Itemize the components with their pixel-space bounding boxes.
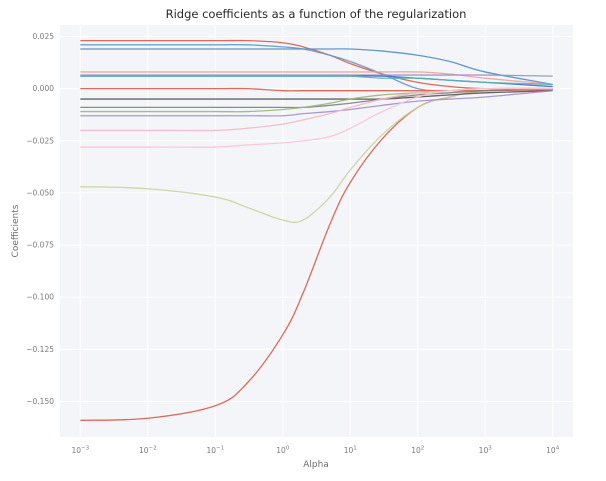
x-tick-base: 10 xyxy=(71,446,81,455)
y-tick-label: −0.100 xyxy=(26,293,54,302)
x-tick-label: 103 xyxy=(479,446,493,456)
x-tick-exponent: 3 xyxy=(488,446,492,452)
plot-area xyxy=(60,25,573,437)
x-tick-exponent: −2 xyxy=(149,446,157,452)
grid-lines xyxy=(60,25,573,437)
y-tick-label: −0.150 xyxy=(26,397,54,406)
series-line-6 xyxy=(80,71,553,86)
tick-labels: 0.025 0.000 −0.025 −0.050 −0.075 −0.100 −0.125… xyxy=(26,32,559,455)
x-tick-base: 10 xyxy=(546,446,556,455)
y-tick-label: −0.125 xyxy=(26,345,54,354)
x-tick-label: 10−2 xyxy=(139,446,157,456)
x-tick-label: 101 xyxy=(344,446,357,456)
x-tick-base: 10 xyxy=(479,446,489,455)
x-tick-label: 100 xyxy=(276,446,290,456)
series-line-2 xyxy=(80,87,553,224)
x-tick-exponent: 0 xyxy=(286,446,290,452)
x-tick-base: 10 xyxy=(276,446,286,455)
x-tick-base: 10 xyxy=(206,446,216,455)
x-tick-label: 10−1 xyxy=(206,446,224,456)
y-tick-label: 0.025 xyxy=(33,32,55,41)
series-line-7 xyxy=(80,74,553,77)
x-tick-exponent: −1 xyxy=(216,446,224,452)
x-tick-label: 104 xyxy=(546,446,560,456)
x-tick-exponent: 2 xyxy=(421,446,425,452)
y-tick-label: −0.075 xyxy=(26,241,54,250)
x-tick-label: 10−3 xyxy=(71,446,89,456)
x-tick-exponent: −3 xyxy=(81,446,90,452)
y-tick-label: −0.025 xyxy=(26,136,54,145)
series-lines xyxy=(80,39,553,421)
series-line-14 xyxy=(80,90,553,117)
series-line-16 xyxy=(80,87,553,148)
y-tick-label: 0.000 xyxy=(33,84,55,93)
series-line-11 xyxy=(80,90,553,100)
series-line-12 xyxy=(80,87,553,109)
y-tick-label: −0.050 xyxy=(26,188,54,197)
series-line-5 xyxy=(80,48,553,86)
x-axis-label: Alpha xyxy=(303,460,329,470)
x-tick-label: 102 xyxy=(411,446,424,456)
x-tick-base: 10 xyxy=(344,446,354,455)
x-tick-exponent: 4 xyxy=(556,446,560,452)
x-tick-base: 10 xyxy=(411,446,421,455)
x-tick-exponent: 1 xyxy=(353,446,357,452)
x-tick-base: 10 xyxy=(139,446,149,455)
series-line-9 xyxy=(80,75,553,86)
chart-title: Ridge coefficients as a function of the … xyxy=(166,7,467,21)
y-axis-label: Coefficients xyxy=(11,204,21,257)
